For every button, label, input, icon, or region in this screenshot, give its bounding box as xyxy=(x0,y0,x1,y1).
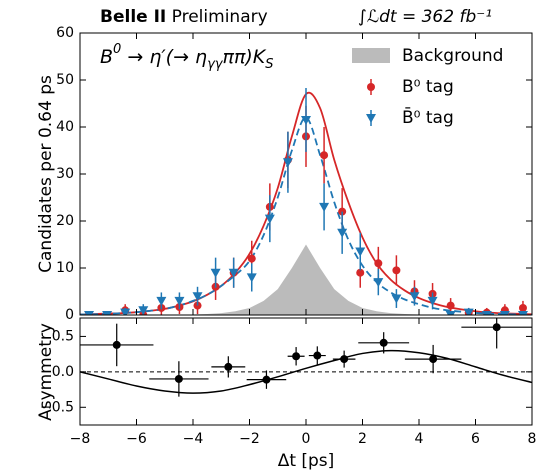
marker xyxy=(84,311,95,315)
decay-label: B0 → η′(→ ηγγππ)KS xyxy=(100,42,274,72)
background-area xyxy=(80,244,532,315)
marker xyxy=(301,115,311,125)
x-tick-label: −6 xyxy=(126,431,147,447)
marker xyxy=(228,268,239,278)
decay-segment: 0 xyxy=(113,42,121,57)
marker xyxy=(517,311,528,315)
y-axis-label: Candidates per 0.64 ps xyxy=(36,75,56,273)
decay-segment: B xyxy=(100,46,113,68)
marker xyxy=(499,311,510,315)
marker xyxy=(156,296,167,306)
x-axis-label: Δt [ps] xyxy=(278,451,335,471)
decay-segment: ππ)K xyxy=(223,46,267,68)
axes-frame xyxy=(79,317,533,426)
marker xyxy=(192,292,203,302)
marker xyxy=(373,278,384,288)
header: Belle II Preliminary xyxy=(100,7,268,27)
y-tick-label: 30 xyxy=(56,166,74,182)
marker xyxy=(374,259,383,268)
marker xyxy=(492,323,501,332)
marker xyxy=(112,340,121,349)
y-tick-label: 0.5 xyxy=(52,328,74,344)
legend-swatch xyxy=(352,48,390,63)
x-tick-label: 0 xyxy=(302,431,311,447)
legend-label: B⁰ tag xyxy=(402,77,454,97)
decay-segment: γγ xyxy=(207,57,224,72)
marker xyxy=(210,268,221,278)
marker xyxy=(319,202,330,212)
marker xyxy=(120,308,131,315)
y-tick-label: 10 xyxy=(56,260,74,276)
y-tick-label: −0.5 xyxy=(40,399,74,415)
y-tick-label: 60 xyxy=(56,25,74,41)
y-tick-label: 50 xyxy=(56,72,74,88)
marker xyxy=(174,296,185,306)
marker xyxy=(427,296,438,306)
marker xyxy=(463,308,474,315)
marker xyxy=(320,151,329,160)
y-axis-label: Asymmetry xyxy=(36,323,56,421)
fit-curve xyxy=(80,116,532,315)
y-tick-label: 40 xyxy=(56,119,74,135)
marker xyxy=(292,352,301,361)
marker xyxy=(174,374,183,383)
marker xyxy=(246,273,257,283)
decay-segment: → η′(→ η xyxy=(121,46,207,68)
marker xyxy=(340,355,349,364)
marker xyxy=(282,158,293,168)
marker xyxy=(392,266,401,275)
status: Preliminary xyxy=(172,7,268,27)
x-tick-label: −4 xyxy=(183,431,204,447)
marker xyxy=(264,214,275,224)
plot-area xyxy=(80,318,532,397)
marker xyxy=(102,311,113,315)
marker xyxy=(518,303,527,312)
x-tick-label: −2 xyxy=(239,431,260,447)
marker xyxy=(224,362,233,371)
decay-segment: S xyxy=(265,57,273,72)
marker xyxy=(409,292,420,302)
marker xyxy=(446,301,455,310)
marker xyxy=(355,247,366,257)
experiment: Belle II xyxy=(100,7,166,27)
x-tick-label: 8 xyxy=(528,431,537,447)
marker xyxy=(429,355,438,364)
marker xyxy=(445,311,456,315)
marker xyxy=(337,228,348,238)
marker xyxy=(391,294,402,304)
legend-label: Background xyxy=(402,46,503,66)
x-tick-label: −8 xyxy=(70,431,91,447)
axes-frame xyxy=(79,32,533,316)
y-tick-label: 0 xyxy=(65,307,74,323)
legend-label: B̄⁰ tag xyxy=(402,106,454,128)
x-tick-label: 2 xyxy=(358,431,367,447)
marker xyxy=(379,338,388,347)
fit-curve xyxy=(80,349,532,394)
marker xyxy=(247,254,256,263)
x-tick-label: 6 xyxy=(471,431,480,447)
y-tick-label: 0.0 xyxy=(52,364,74,380)
y-tick-label: 20 xyxy=(56,213,74,229)
marker xyxy=(356,268,365,277)
marker xyxy=(262,375,271,384)
x-tick-label: 4 xyxy=(415,431,424,447)
marker xyxy=(481,311,492,315)
marker xyxy=(313,351,322,360)
marker xyxy=(138,306,149,315)
luminosity: ∫ℒdt = 362 fb⁻¹ xyxy=(358,7,492,27)
plot-area xyxy=(80,83,532,315)
